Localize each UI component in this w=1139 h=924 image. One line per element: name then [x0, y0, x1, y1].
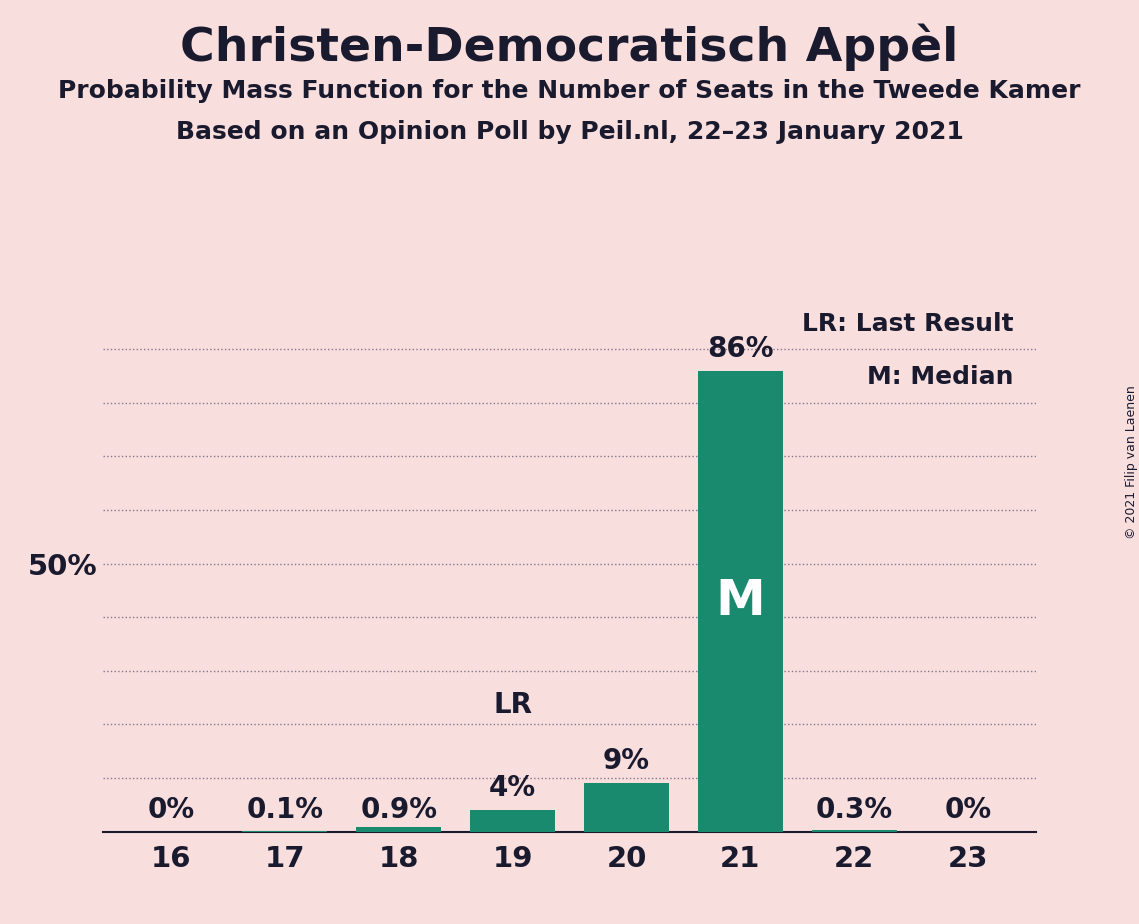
Text: Based on an Opinion Poll by Peil.nl, 22–23 January 2021: Based on an Opinion Poll by Peil.nl, 22–…	[175, 120, 964, 144]
Text: 0.9%: 0.9%	[360, 796, 437, 823]
Text: Probability Mass Function for the Number of Seats in the Tweede Kamer: Probability Mass Function for the Number…	[58, 79, 1081, 103]
Text: 4%: 4%	[489, 774, 536, 802]
Text: M: Median: M: Median	[867, 365, 1014, 389]
Text: 86%: 86%	[707, 334, 773, 363]
Text: 0.1%: 0.1%	[246, 796, 323, 823]
Bar	[697, 371, 784, 832]
Text: 9%: 9%	[603, 748, 650, 775]
Bar	[469, 810, 556, 832]
Bar	[811, 830, 898, 832]
Text: M: M	[715, 578, 765, 626]
Text: 0%: 0%	[147, 796, 195, 823]
Text: 0.3%: 0.3%	[816, 796, 893, 823]
Text: © 2021 Filip van Laenen: © 2021 Filip van Laenen	[1124, 385, 1138, 539]
Text: 0%: 0%	[944, 796, 992, 823]
Text: LR: LR	[493, 691, 532, 719]
Text: LR: Last Result: LR: Last Result	[802, 311, 1014, 335]
Text: Christen-Democratisch Appèl: Christen-Democratisch Appèl	[180, 23, 959, 70]
Bar	[355, 827, 442, 832]
Bar	[584, 784, 670, 832]
